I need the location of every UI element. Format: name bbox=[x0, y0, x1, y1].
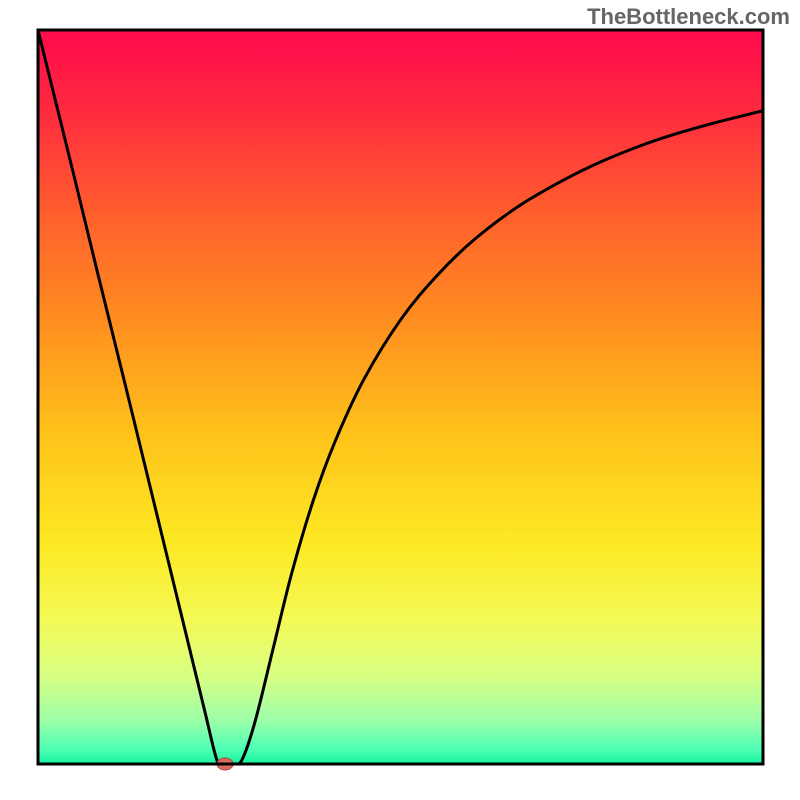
watermark-text: TheBottleneck.com bbox=[587, 4, 790, 30]
bottleneck-chart bbox=[0, 0, 800, 800]
chart-container: TheBottleneck.com bbox=[0, 0, 800, 800]
